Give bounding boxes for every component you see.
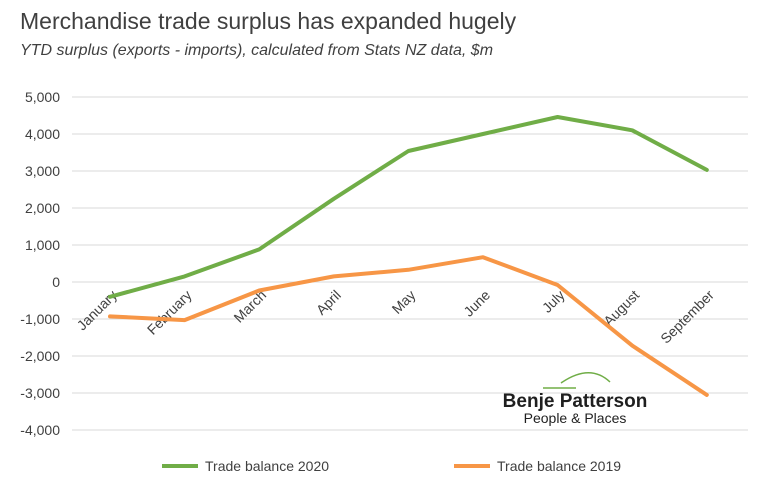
- legend-label-2020: Trade balance 2020: [205, 458, 329, 474]
- legend-item-2019: Trade balance 2019: [454, 458, 621, 474]
- legend-label-2019: Trade balance 2019: [497, 458, 621, 474]
- gridlines: [72, 96, 748, 431]
- chart-subtitle: YTD surplus (exports - imports), calcula…: [20, 42, 494, 59]
- y-tick-label: 3,000: [25, 163, 60, 179]
- y-tick-label: 0: [52, 274, 60, 290]
- series-line-1: [108, 255, 709, 397]
- x-tick-label: January: [74, 287, 121, 334]
- series-line-0: [108, 115, 709, 299]
- y-tick-label: -1,000: [20, 311, 60, 327]
- watermark-logo: Benje Patterson People & Places: [503, 372, 648, 426]
- x-tick-label: June: [460, 287, 493, 320]
- y-axis-ticks: 5,000 4,000 3,000 2,000 1,000 0 -1,000 -2,000 -3…: [20, 89, 60, 438]
- y-tick-label: 1,000: [25, 237, 60, 253]
- series-lines: [108, 115, 709, 397]
- y-tick-label: 4,000: [25, 126, 60, 142]
- logo-tagline: People & Places: [524, 410, 627, 426]
- y-tick-label: -4,000: [20, 422, 60, 438]
- legend: Trade balance 2020 Trade balance 2019: [162, 458, 621, 474]
- x-tick-label: May: [389, 287, 419, 317]
- y-tick-label: 5,000: [25, 89, 60, 105]
- x-tick-label: April: [313, 287, 344, 318]
- legend-item-2020: Trade balance 2020: [162, 458, 329, 474]
- logo-swoosh: [560, 372, 611, 384]
- logo-name: Benje Patterson: [503, 391, 648, 412]
- chart-title: Merchandise trade surplus has expanded h…: [20, 8, 517, 34]
- x-tick-label: February: [144, 287, 195, 338]
- y-tick-label: 2,000: [25, 200, 60, 216]
- y-tick-label: -2,000: [20, 348, 60, 364]
- x-tick-label: September: [657, 287, 717, 347]
- y-tick-label: -3,000: [20, 385, 60, 401]
